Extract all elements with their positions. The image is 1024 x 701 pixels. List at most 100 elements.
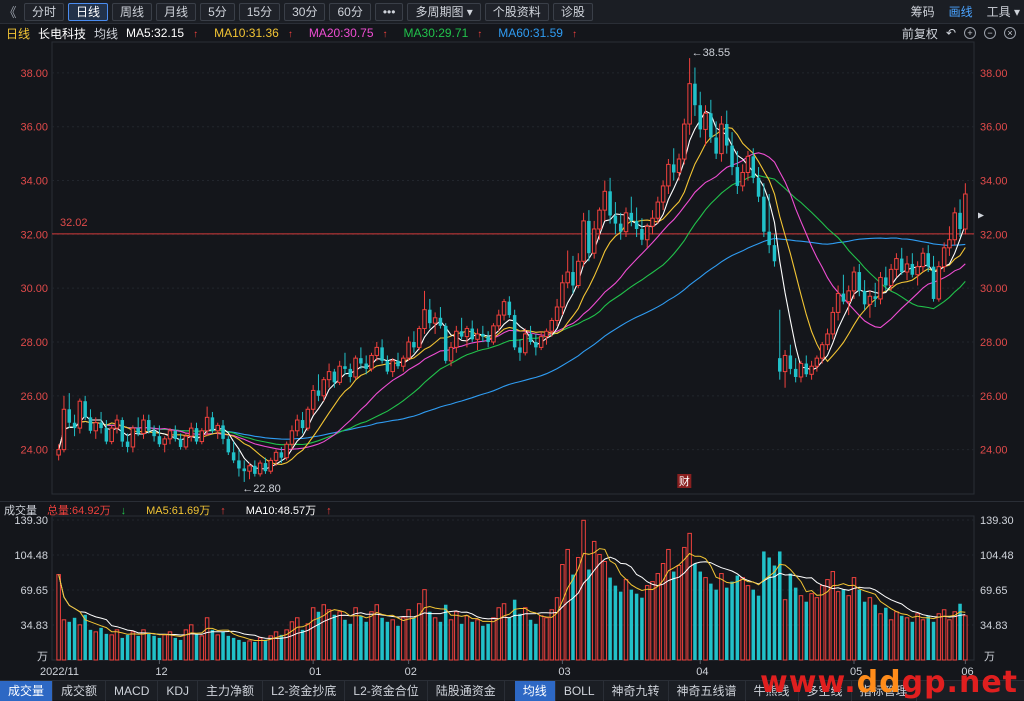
candle [221, 420, 224, 444]
volume-bar [672, 572, 675, 660]
candle [412, 331, 415, 353]
candle [423, 291, 426, 334]
candle-body [916, 267, 919, 275]
volume-tick-left: 69.65 [20, 585, 48, 597]
candle-body [720, 124, 723, 154]
volume-bar [773, 566, 776, 660]
volume-bar [147, 634, 150, 660]
volume-bar [921, 620, 924, 660]
candle-body [900, 259, 903, 272]
candle [900, 248, 903, 275]
volume-bar [645, 586, 648, 660]
candle [290, 425, 293, 449]
ma10-line [59, 128, 966, 465]
candle [131, 425, 134, 452]
indicator-tab[interactable]: MACD [106, 681, 158, 701]
candle-body [391, 361, 394, 372]
candle-body [630, 213, 633, 221]
up-arrow-icon: ↑ [220, 505, 226, 517]
volume-bar [57, 575, 60, 660]
candle-body [481, 334, 484, 337]
volume-bar [221, 632, 224, 660]
candle [62, 396, 65, 453]
volume-bar [709, 584, 712, 660]
volume-bar [73, 618, 76, 660]
candle [444, 323, 447, 363]
volume-bar [752, 590, 755, 660]
candle [189, 423, 192, 442]
candle [253, 460, 256, 476]
indicator-tab[interactable]: L2-资金合位 [345, 681, 427, 701]
candle [863, 280, 866, 310]
volume-bar [858, 590, 861, 660]
volume-bar [539, 616, 542, 660]
volume-bar [714, 590, 717, 660]
candle [815, 355, 818, 371]
volume-bar [89, 630, 92, 660]
volume-bar [926, 616, 929, 660]
candle [433, 312, 436, 334]
volume-tick-left: 34.83 [20, 620, 48, 632]
candle [428, 299, 431, 329]
indicator-tab[interactable]: 神奇九转 [604, 681, 669, 701]
candle [94, 417, 97, 439]
candle-body [799, 364, 802, 377]
volume-bar [635, 594, 638, 660]
candle [349, 364, 352, 383]
candle-body [693, 84, 696, 106]
candle [121, 417, 124, 447]
candle-body [269, 460, 272, 471]
volume-unit-right: 万 [984, 650, 995, 663]
indicator-tab[interactable]: BOLL [556, 681, 604, 701]
candle-body [237, 460, 240, 468]
candle-body [364, 364, 367, 369]
candle-body [216, 425, 219, 430]
candle-body [518, 347, 521, 352]
candle [248, 463, 251, 479]
indicator-tab[interactable]: L2-资金抄底 [263, 681, 345, 701]
indicator-tab[interactable]: 成交量 [0, 681, 53, 701]
candle [497, 310, 500, 332]
indicator-tab[interactable]: KDJ [158, 681, 198, 701]
candle-body [640, 229, 643, 240]
candle-body [529, 334, 532, 342]
candle-body [317, 390, 320, 395]
indicator-tab[interactable]: 主力净额 [198, 681, 263, 701]
candle-body [253, 466, 256, 474]
candle [110, 425, 113, 444]
candle-body [773, 245, 776, 261]
candle [577, 253, 580, 288]
candle-body [227, 439, 230, 452]
volume-bar [486, 624, 489, 660]
candle [555, 299, 558, 326]
volume-bar [964, 616, 967, 660]
volume-bar [439, 622, 442, 660]
candle [640, 218, 643, 245]
candle-body [895, 259, 898, 270]
low-price-label: ←22.80 [242, 483, 281, 495]
candle-body [688, 84, 691, 124]
volume-bar [296, 618, 299, 660]
volume-bar [757, 596, 760, 660]
indicator-tab[interactable]: 均线 [515, 681, 556, 701]
indicator-tab[interactable]: 神奇五线谱 [669, 681, 746, 701]
volume-bar [136, 636, 139, 660]
volume-bar [937, 614, 940, 660]
tab-separator [505, 681, 515, 701]
volume-bar [492, 618, 495, 660]
candle-body [879, 277, 882, 299]
candle-body [847, 291, 850, 302]
price-tick-left: 30.00 [20, 283, 48, 295]
volume-bar [720, 574, 723, 660]
indicator-tab[interactable]: 成交额 [53, 681, 106, 701]
candle [693, 68, 696, 116]
candle-body [158, 436, 161, 444]
volume-bar [131, 632, 134, 660]
volume-ma5: MA5:61.69万 [146, 505, 210, 517]
indicator-tab[interactable]: 陆股通资金 [428, 681, 505, 701]
candle-body [561, 283, 564, 307]
candle [661, 181, 664, 211]
candle-body [131, 428, 134, 447]
volume-tick-right: 69.65 [980, 585, 1008, 597]
